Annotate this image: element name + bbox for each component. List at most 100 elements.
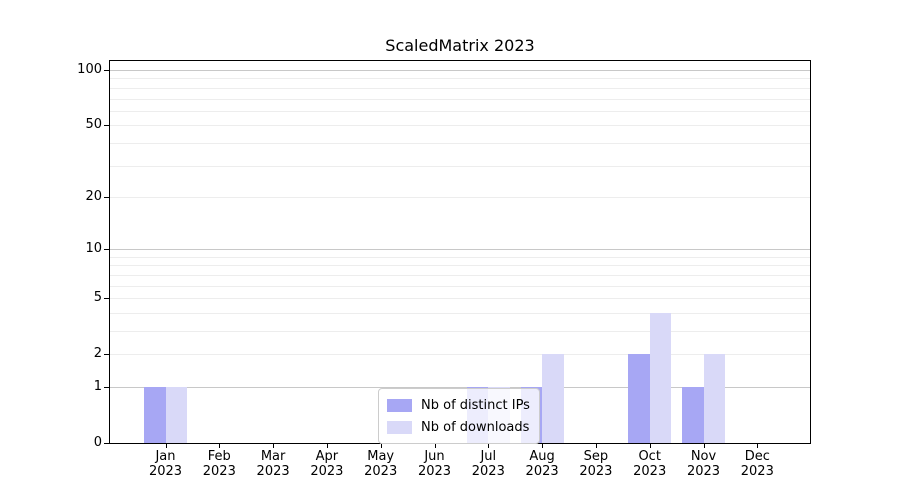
x-axis-tick-label: Jun 2023: [405, 449, 465, 479]
y-tick-mark: [104, 196, 110, 198]
x-tick-month: Apr: [315, 449, 339, 464]
bar-downloads: [703, 354, 725, 443]
gridline-minor: [110, 98, 810, 100]
x-tick-month: Aug: [529, 449, 555, 464]
x-axis-tick-label: Dec 2023: [727, 449, 787, 479]
gridline-minor: [110, 78, 810, 80]
x-tick-month: Oct: [638, 449, 661, 464]
x-tick-mark: [757, 443, 759, 448]
gridline-minor: [110, 285, 810, 287]
x-axis-tick-label: Mar 2023: [243, 449, 303, 479]
x-tick-year: 2023: [579, 464, 613, 479]
x-tick-year: 2023: [633, 464, 667, 479]
x-tick-mark: [273, 443, 275, 448]
gridline-minor: [110, 110, 810, 112]
y-tick-mark: [104, 249, 110, 251]
x-tick-year: 2023: [525, 464, 559, 479]
x-tick-mark: [488, 443, 490, 448]
bar-downloads: [542, 354, 564, 443]
x-tick-mark: [434, 443, 436, 448]
x-tick-month: Nov: [690, 449, 717, 464]
x-tick-mark: [380, 443, 382, 448]
y-axis-tick-label: 5: [93, 290, 102, 306]
x-tick-year: 2023: [310, 464, 344, 479]
gridline-minor: [110, 330, 810, 332]
y-tick-mark: [104, 70, 110, 72]
x-tick-year: 2023: [202, 464, 236, 479]
x-tick-year: 2023: [256, 464, 290, 479]
gridline-minor: [110, 265, 810, 267]
legend-swatch-downloads: [387, 420, 412, 434]
x-axis-tick-label: Nov 2023: [674, 449, 734, 479]
gridline-minor: [110, 298, 810, 300]
x-axis-tick-label: Jul 2023: [458, 449, 518, 479]
x-tick-year: 2023: [148, 464, 183, 479]
x-tick-mark: [542, 443, 544, 448]
gridline-major: [110, 386, 810, 388]
gridline-major: [110, 249, 810, 251]
x-tick-year: 2023: [417, 464, 452, 479]
x-tick-year: 2023: [471, 464, 505, 479]
x-tick-mark: [649, 443, 651, 448]
x-tick-mark: [326, 443, 328, 448]
gridline-minor: [110, 87, 810, 89]
y-axis-tick-label: 20: [85, 188, 102, 204]
gridline-minor: [110, 256, 810, 258]
gridline-minor: [110, 354, 810, 356]
y-axis-tick-label: 0: [93, 435, 102, 450]
plot-area: Nb of distinct IPs Nb of downloads: [109, 60, 811, 444]
x-axis-tick-label: Feb 2023: [189, 449, 249, 479]
x-tick-month: Feb: [207, 449, 231, 464]
x-axis-tick-label: Apr 2023: [297, 449, 357, 479]
gridline-minor: [110, 312, 810, 314]
gridline-minor: [110, 125, 810, 127]
legend-label-distinct-ips: Nb of distinct IPs: [421, 397, 530, 413]
bar-downloads: [165, 386, 187, 443]
x-axis-tick-label: Aug 2023: [512, 449, 572, 479]
x-tick-mark: [595, 443, 597, 448]
legend: Nb of distinct IPs Nb of downloads: [378, 388, 540, 444]
gridline-minor: [110, 196, 810, 198]
bar-distinct-ips: [682, 386, 704, 443]
gridline-minor: [110, 165, 810, 167]
chart-title: ScaledMatrix 2023: [385, 36, 535, 55]
x-axis-tick-label: Oct 2023: [620, 449, 680, 479]
x-axis-tick-label: Jan 2023: [136, 449, 196, 479]
y-tick-mark: [104, 354, 110, 356]
x-tick-mark: [165, 443, 167, 448]
legend-swatch-distinct-ips: [387, 398, 412, 412]
x-tick-month: Jul: [480, 449, 497, 464]
x-axis-tick-label: Sep 2023: [566, 449, 626, 479]
x-tick-mark: [219, 443, 221, 448]
bar-distinct-ips: [628, 354, 650, 443]
gridline-minor: [110, 274, 810, 276]
x-tick-month: Jan: [155, 449, 176, 464]
gridline-major: [110, 70, 810, 72]
y-axis-tick-label: 1: [93, 378, 102, 394]
bar-distinct-ips: [144, 386, 166, 443]
x-tick-mark: [703, 443, 705, 448]
y-axis-tick-label: 2: [93, 346, 102, 362]
x-tick-year: 2023: [740, 464, 774, 479]
y-axis-tick-label: 50: [85, 117, 102, 133]
x-tick-year: 2023: [686, 464, 721, 479]
y-axis-tick-label: 100: [77, 62, 102, 78]
bar-downloads: [649, 312, 672, 443]
x-tick-year: 2023: [364, 464, 398, 479]
y-tick-mark: [104, 298, 110, 300]
x-tick-month: Jun: [424, 449, 445, 464]
gridline-minor: [110, 142, 810, 144]
legend-row-downloads: Nb of downloads: [387, 418, 530, 436]
y-tick-mark: [104, 386, 110, 388]
x-tick-month: Sep: [583, 449, 609, 464]
x-tick-month: May: [367, 449, 395, 464]
y-axis-tick-label: 10: [85, 241, 102, 257]
x-tick-month: Mar: [260, 449, 286, 464]
legend-row-distinct-ips: Nb of distinct IPs: [387, 396, 530, 414]
x-axis-tick-label: May 2023: [351, 449, 411, 479]
legend-label-downloads: Nb of downloads: [421, 419, 530, 435]
y-tick-mark: [104, 125, 110, 127]
x-tick-month: Dec: [744, 449, 770, 464]
y-tick-mark: [104, 443, 110, 444]
